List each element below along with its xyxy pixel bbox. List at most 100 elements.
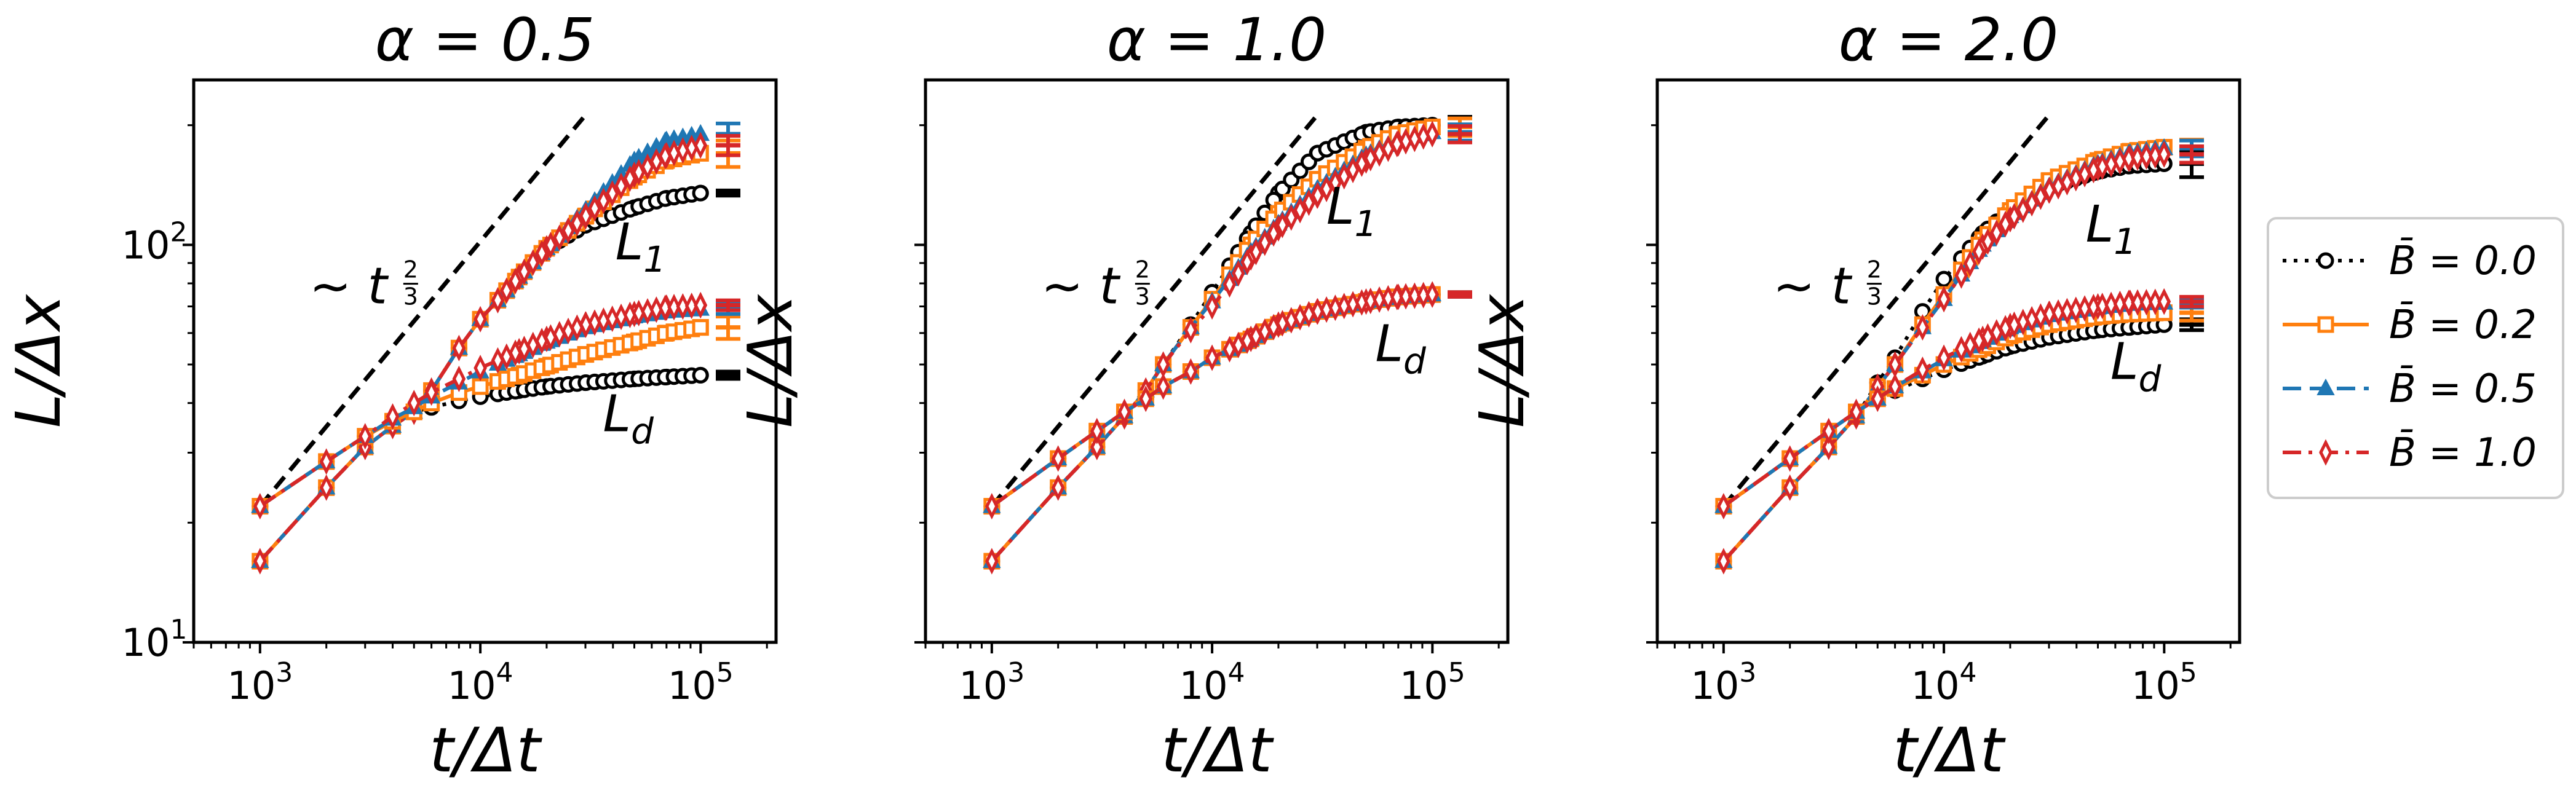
error-bar bbox=[1448, 124, 1472, 144]
legend-swatch-marker bbox=[2319, 439, 2332, 466]
legend-label: B̄ = 0.0 bbox=[2389, 237, 2537, 284]
plot-area bbox=[251, 114, 710, 575]
series-line bbox=[991, 293, 1433, 508]
error-bar bbox=[716, 298, 740, 312]
slope-exp-den: 3 bbox=[403, 283, 418, 310]
data-point bbox=[1783, 445, 1797, 472]
data-point bbox=[407, 390, 421, 417]
data-point bbox=[1240, 248, 1254, 275]
data-point bbox=[684, 292, 699, 320]
x-tick-base: 10 bbox=[1400, 663, 1448, 708]
data-point bbox=[1821, 433, 1836, 460]
error-bar bbox=[716, 369, 740, 381]
axes-frame bbox=[924, 78, 1510, 644]
x-tick-exp: 4 bbox=[1960, 657, 1977, 688]
data-point bbox=[509, 267, 522, 294]
data-point bbox=[1205, 344, 1219, 371]
series-B10-Ld bbox=[1717, 288, 2171, 520]
x-tick-exp: 5 bbox=[716, 657, 734, 688]
x-tick-label: 104 bbox=[1911, 657, 1977, 708]
legend-item: B̄ = 0.2 bbox=[2283, 301, 2537, 348]
data-point bbox=[1223, 271, 1237, 298]
data-point bbox=[1275, 211, 1290, 238]
data-point bbox=[1090, 433, 1104, 460]
data-point bbox=[1051, 445, 1065, 472]
data-point bbox=[1935, 270, 1952, 288]
legend-swatch-marker bbox=[2316, 378, 2335, 395]
series-line bbox=[991, 293, 1433, 508]
data-point bbox=[1963, 250, 1977, 277]
data-point bbox=[1320, 175, 1333, 203]
slope-guide-line bbox=[258, 114, 587, 508]
data-point bbox=[1184, 358, 1198, 385]
curve-label-sub: d bbox=[2139, 358, 2162, 400]
slope-exp-num: 2 bbox=[1135, 256, 1150, 283]
data-point bbox=[526, 249, 540, 276]
data-point bbox=[1258, 229, 1272, 256]
data-point bbox=[1231, 259, 1245, 287]
y-tick-exp: 1 bbox=[170, 614, 187, 645]
data-point bbox=[570, 210, 584, 237]
slope-prefix: ~ bbox=[309, 258, 368, 316]
data-point bbox=[319, 474, 333, 501]
data-point bbox=[694, 132, 707, 159]
data-point bbox=[1284, 204, 1298, 231]
series-line bbox=[991, 293, 1433, 508]
slope-guide-label: ~ t bbox=[1041, 258, 1121, 316]
plot-area bbox=[983, 114, 1442, 575]
x-tick-base: 10 bbox=[1911, 663, 1960, 708]
curve-label-main: L bbox=[1375, 315, 1403, 373]
series-B02-L1 bbox=[983, 119, 1441, 570]
legend-item: B̄ = 1.0 bbox=[2283, 429, 2537, 476]
data-point bbox=[1972, 238, 1986, 265]
data-point bbox=[1989, 219, 2003, 246]
data-point bbox=[561, 217, 575, 244]
data-point bbox=[1916, 356, 1930, 384]
y-tick-label: 101 bbox=[122, 614, 188, 665]
curve-label: L1 bbox=[1326, 178, 1377, 245]
error-bar bbox=[716, 134, 740, 157]
x-tick-label: 103 bbox=[227, 657, 293, 708]
curve-label-main: L bbox=[603, 385, 631, 443]
x-axis-label: t/Δt bbox=[429, 714, 542, 786]
curve-label: L1 bbox=[2086, 195, 2137, 262]
slope-exp-den: 3 bbox=[1867, 283, 1882, 310]
error-bar bbox=[716, 315, 740, 341]
data-point bbox=[1981, 228, 1995, 255]
series-B10-Ld bbox=[985, 281, 1440, 520]
data-point bbox=[1888, 373, 1902, 400]
slope-var: t bbox=[1831, 258, 1853, 316]
x-tick-label: 105 bbox=[1400, 657, 1465, 708]
x-tick-exp: 5 bbox=[2180, 657, 2197, 688]
legend-label: B̄ = 0.5 bbox=[2389, 365, 2537, 412]
panel-title: α = 1.0 bbox=[1107, 6, 1326, 74]
series-B02-Ld bbox=[983, 286, 1441, 515]
slope-prefix: ~ bbox=[1773, 258, 1831, 316]
curve-label-main: L bbox=[1326, 178, 1355, 236]
data-point bbox=[2034, 183, 2048, 210]
data-point bbox=[1783, 474, 1797, 501]
series-line bbox=[991, 293, 1433, 508]
data-point bbox=[1416, 282, 1430, 309]
slope-guide-label: ~ t bbox=[309, 258, 389, 316]
curve-label-main: L bbox=[2086, 195, 2114, 254]
data-point bbox=[579, 202, 593, 229]
y-axis-label: L/Δx bbox=[734, 293, 806, 428]
data-point bbox=[552, 224, 566, 251]
data-point bbox=[614, 173, 628, 200]
slope-var: t bbox=[1100, 258, 1121, 316]
x-tick-label: 104 bbox=[1179, 657, 1245, 708]
data-point bbox=[474, 305, 487, 333]
series-B05-Ld bbox=[983, 285, 1442, 513]
data-point bbox=[1302, 189, 1316, 216]
curve-label-main: L bbox=[2110, 333, 2139, 391]
data-point bbox=[1117, 398, 1131, 425]
data-point bbox=[1310, 182, 1325, 209]
data-point bbox=[1156, 373, 1170, 400]
data-point bbox=[1937, 344, 1951, 371]
x-tick-label: 103 bbox=[959, 657, 1024, 708]
error-bar bbox=[1448, 290, 1472, 299]
axes-frame bbox=[192, 78, 778, 644]
